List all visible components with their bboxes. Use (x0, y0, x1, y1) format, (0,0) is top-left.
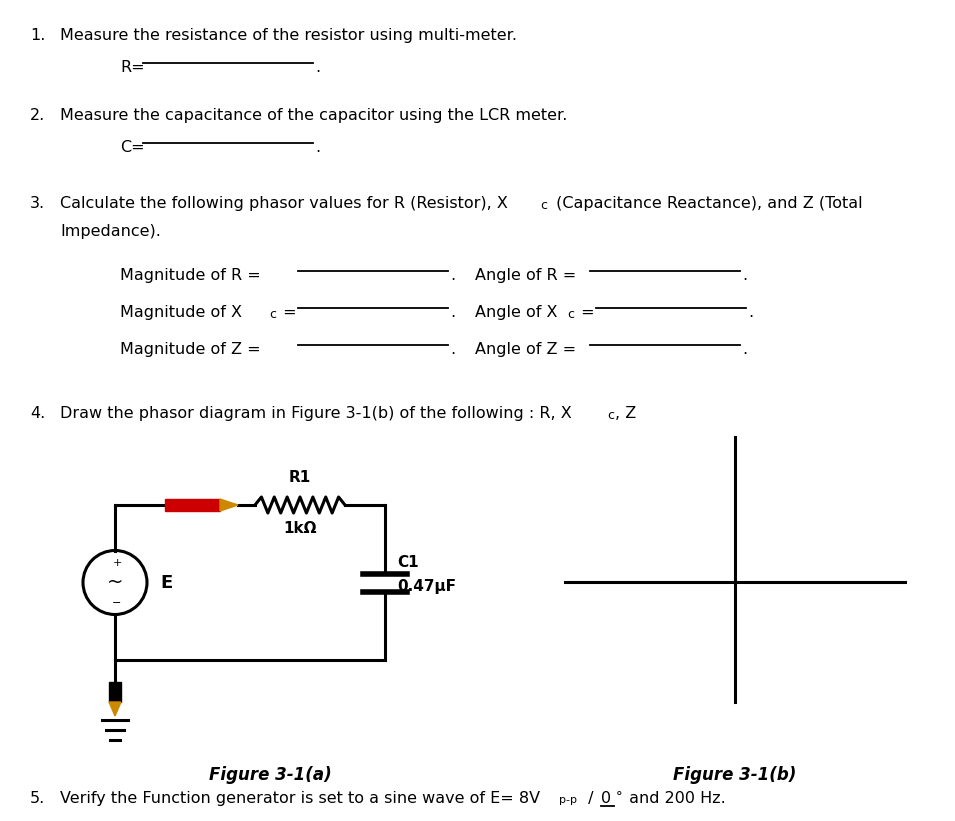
Text: R=: R= (120, 60, 144, 75)
Text: Calculate the following phasor values for R (Resistor), X: Calculate the following phasor values fo… (60, 196, 508, 211)
Text: .: . (742, 342, 747, 357)
Text: p-p: p-p (559, 795, 577, 805)
Text: , Z: , Z (615, 406, 636, 421)
Text: Angle of X: Angle of X (475, 305, 558, 320)
Text: 1.: 1. (30, 28, 46, 43)
Text: .: . (742, 268, 747, 283)
Polygon shape (109, 682, 121, 702)
Text: +: + (113, 557, 121, 567)
Text: =: = (576, 305, 595, 320)
Text: 2.: 2. (30, 108, 45, 123)
Text: 3.: 3. (30, 196, 45, 211)
Text: Magnitude of R =: Magnitude of R = (120, 268, 261, 283)
Polygon shape (165, 499, 220, 511)
Text: /: / (583, 791, 593, 806)
Text: ~: ~ (107, 573, 123, 592)
Polygon shape (220, 499, 238, 511)
Text: c: c (269, 308, 276, 321)
Text: Verify the Function generator is set to a sine wave of E= 8V: Verify the Function generator is set to … (60, 791, 541, 806)
Text: Figure 3-1(b): Figure 3-1(b) (673, 766, 796, 784)
Text: −: − (113, 598, 121, 608)
Text: .: . (450, 342, 456, 357)
Text: c: c (567, 308, 574, 321)
Text: °: ° (616, 790, 623, 803)
Text: 4.: 4. (30, 406, 45, 421)
Text: Figure 3-1(a): Figure 3-1(a) (208, 766, 331, 784)
Text: 5.: 5. (30, 791, 45, 806)
Text: c: c (607, 409, 614, 422)
Text: R1: R1 (288, 470, 311, 485)
Polygon shape (109, 702, 121, 716)
Text: Angle of R =: Angle of R = (475, 268, 576, 283)
Text: .: . (450, 305, 456, 320)
Text: 0.47μF: 0.47μF (397, 579, 456, 594)
Text: C=: C= (120, 140, 144, 155)
Text: .: . (315, 60, 320, 75)
Text: Draw the phasor diagram in Figure 3-1(b) of the following : R, X: Draw the phasor diagram in Figure 3-1(b)… (60, 406, 572, 421)
Text: c: c (540, 199, 547, 212)
Text: 0: 0 (601, 791, 611, 806)
Text: E: E (160, 574, 172, 591)
Text: and 200 Hz.: and 200 Hz. (624, 791, 726, 806)
Text: Impedance).: Impedance). (60, 224, 160, 239)
Text: C1: C1 (397, 555, 418, 570)
Text: Measure the resistance of the resistor using multi-meter.: Measure the resistance of the resistor u… (60, 28, 517, 43)
Text: Angle of Z =: Angle of Z = (475, 342, 576, 357)
Text: Magnitude of X: Magnitude of X (120, 305, 242, 320)
Text: .: . (315, 140, 320, 155)
Text: .: . (748, 305, 753, 320)
Text: Measure the capacitance of the capacitor using the LCR meter.: Measure the capacitance of the capacitor… (60, 108, 567, 123)
Text: Magnitude of Z =: Magnitude of Z = (120, 342, 261, 357)
Text: .: . (450, 268, 456, 283)
Text: (Capacitance Reactance), and Z (Total: (Capacitance Reactance), and Z (Total (551, 196, 862, 211)
Text: =: = (278, 305, 297, 320)
Text: 1kΩ: 1kΩ (284, 521, 317, 536)
